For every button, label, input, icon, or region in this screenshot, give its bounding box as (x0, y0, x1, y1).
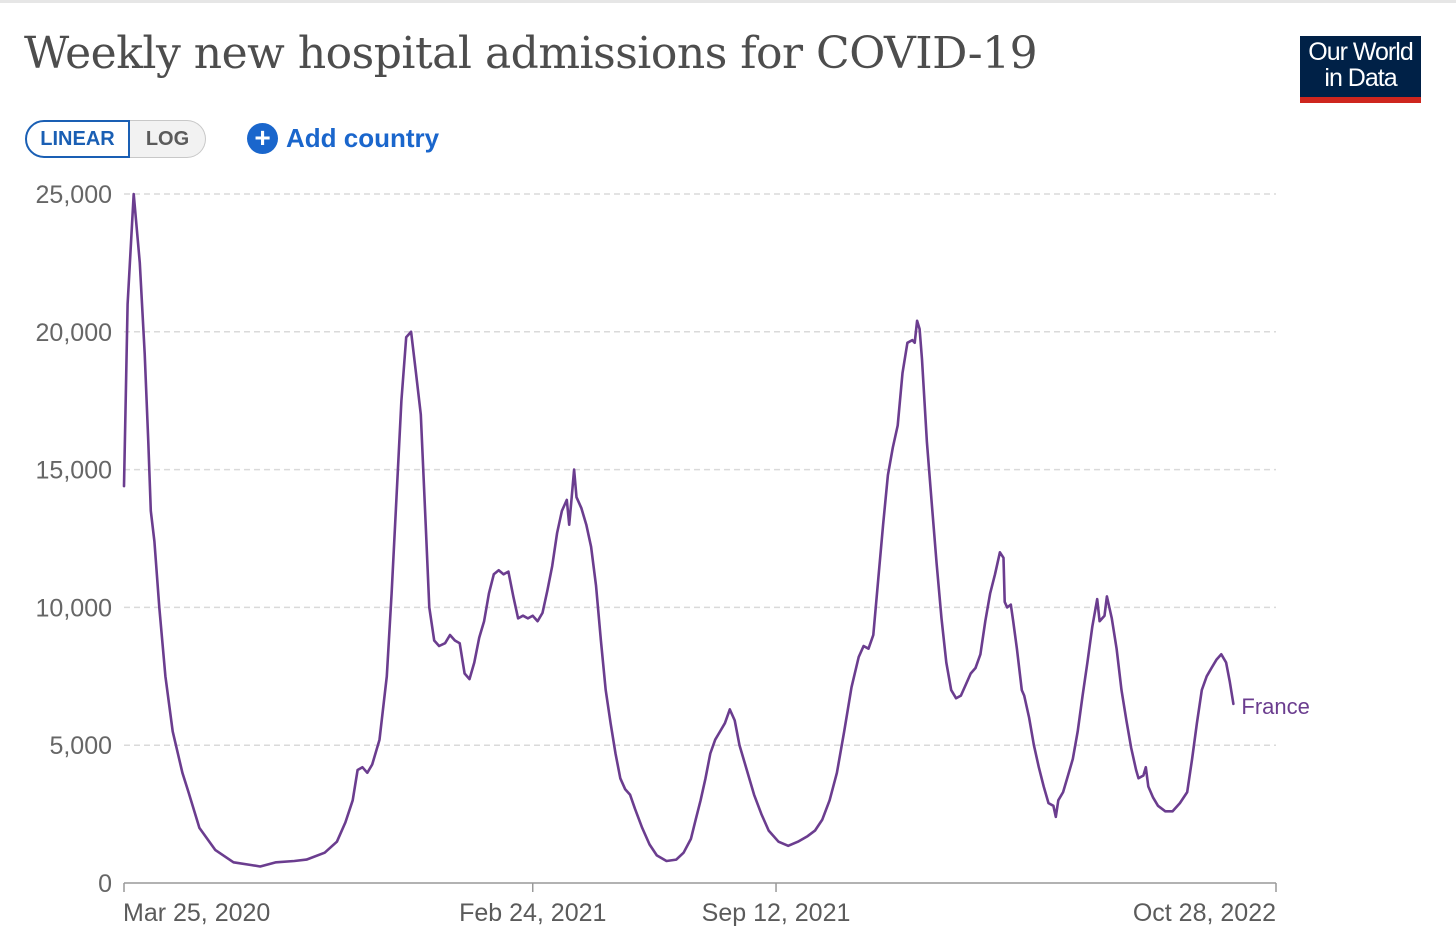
y-tick-label: 0 (98, 870, 112, 898)
y-tick-label: 5,000 (49, 732, 112, 760)
x-tick-label: Oct 28, 2022 (1133, 899, 1276, 927)
series-label-france: France (1241, 694, 1309, 719)
x-tick-label: Sep 12, 2021 (702, 899, 851, 927)
y-tick-label: 20,000 (36, 319, 112, 347)
x-tick-label: Mar 25, 2020 (123, 899, 270, 927)
add-country-button[interactable]: + Add country (247, 121, 439, 155)
series-line-france (122, 192, 1235, 868)
add-country-label: Add country (286, 122, 440, 153)
linear-scale-button[interactable]: LINEAR (25, 120, 130, 158)
y-tick-label: 25,000 (36, 181, 112, 209)
logo-line-2: in Data (1324, 64, 1397, 92)
log-scale-button[interactable]: LOG (130, 120, 206, 158)
scale-toggle: LINEAR LOG (25, 120, 206, 158)
y-tick-label: 10,000 (36, 594, 112, 622)
logo-line-1: Our World (1308, 38, 1413, 66)
plus-circle-icon: + (247, 122, 278, 154)
chart-title: Weekly new hospital admissions for COVID… (24, 28, 1038, 79)
y-tick-label: 15,000 (36, 457, 112, 485)
owid-logo[interactable]: Our World in Data (1300, 36, 1421, 103)
x-tick-label: Feb 24, 2021 (459, 899, 606, 927)
top-divider (0, 0, 1456, 3)
